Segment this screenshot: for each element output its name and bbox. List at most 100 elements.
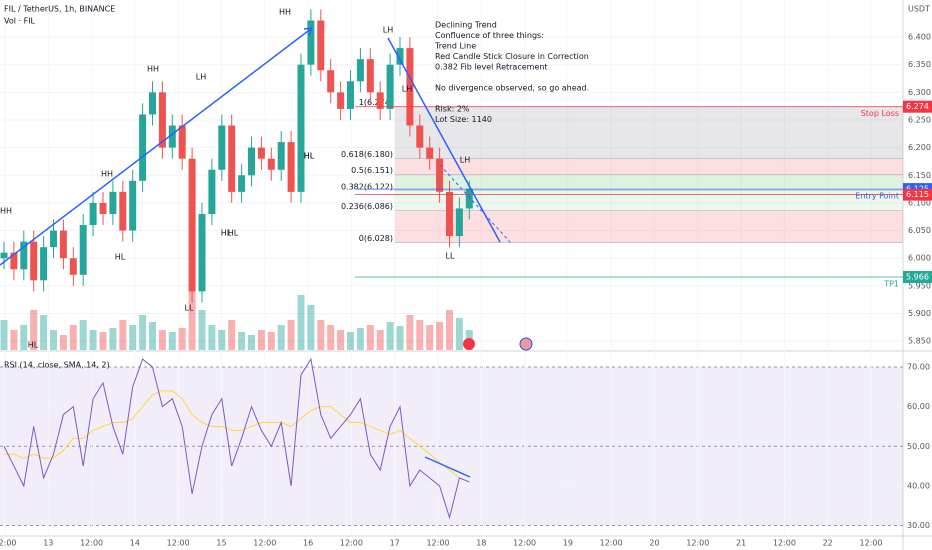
event-icon[interactable] [519,337,533,351]
candle-body [129,180,137,231]
rsi-tick-label: 40.00 [907,481,930,490]
note-line: No divergence observed, so go ahead. [435,84,589,93]
x-tick-label: 12:00 [773,539,796,548]
y-tick-label: 6.100 [908,198,931,207]
price-tag-label: 6.274 [906,102,929,111]
fib-label: 0.236(6.086) [341,202,393,211]
rsi-line [3,357,470,520]
y-tick-label: 6.300 [908,88,931,97]
level-name: Entry Point [855,192,899,201]
pattern-label: HL [221,229,232,238]
pattern-label: LH [402,85,412,94]
pattern-label: LH [383,26,393,35]
level-name: TP1 [883,280,899,289]
y-tick-label: 6.400 [908,33,931,42]
volume-bar [307,305,315,350]
volume-bar [396,326,404,350]
candle-body [228,125,236,192]
candle-body [218,125,226,170]
candle-body [327,70,335,93]
volume-bar [109,328,117,350]
candle-body [248,147,255,176]
x-tick-label: 12:00 [253,539,276,548]
fib-zone [395,106,903,159]
candle-body [20,241,28,270]
candle-body [277,142,285,170]
volume-bar [337,330,345,350]
price-tag-label: 5.966 [906,273,929,282]
note-line: Confluence of three things: [435,31,544,40]
volume-bar [436,322,444,350]
candle-body [347,81,354,109]
volume-bar [327,325,335,350]
price-tag [903,271,932,284]
candle-body [376,92,384,109]
candle-body [79,225,87,275]
candle-body [455,208,463,237]
candle-body [287,142,295,192]
pattern-label: HH [279,8,291,17]
x-tick-label: 19 [563,539,573,548]
candle-body [0,252,8,259]
y-tick-label: 6.000 [908,254,931,263]
x-tick-label: 12:00 [340,539,363,548]
pattern-label: HL [304,152,315,161]
volume-bar [69,325,77,350]
fib-zone [395,174,903,191]
fib-zone [395,158,903,175]
volume-bar [347,332,354,350]
pattern-label: HL [28,341,39,350]
note-line: Lot Size: 1140 [435,115,492,124]
candle-body [158,92,166,148]
volume-bar [366,325,374,350]
currency: USDT [908,5,930,14]
volume-bar [10,330,18,350]
volume-bar [158,330,166,350]
candle-body [208,169,216,214]
pattern-label: LH [196,73,206,82]
fib-label: 0(6.028) [359,234,393,243]
volume-bar [50,330,57,350]
level-name: Stop Loss [861,109,899,118]
x-tick-label: 14 [130,539,140,548]
price-tag-label: 6.115 [906,190,929,199]
trend-line-up [0,27,313,266]
volume-bar [317,320,325,350]
fib-label: 0.618(6.180) [341,150,393,159]
price-tag [903,100,932,113]
candle-body [406,48,414,126]
note-line: Trend Line [434,42,476,51]
note-line: Risk: 2% [435,105,470,114]
volume-bar [188,290,196,350]
candle-body [317,20,325,71]
volume-bar [297,295,305,350]
candle-body [416,125,424,148]
chart-title: FIL / TetherUS, 1h, BINANCE [4,5,115,14]
x-tick-label: 15 [216,539,226,548]
candle-body [426,147,434,159]
volume-bar [20,325,28,350]
volume-bar [89,330,97,350]
volume-bar [356,328,364,350]
volume-label: Vol · FIL [4,17,36,26]
x-tick-label: 22 [823,539,833,548]
volume-bar [287,320,295,350]
event-icon[interactable] [463,338,475,350]
price-tag [903,188,932,201]
candle-body [69,258,77,275]
x-tick-label: 16 [303,539,313,548]
volume-bar [208,325,216,350]
candle-body [30,241,38,281]
x-tick-label: 18 [476,539,486,548]
rsi-tick-label: 60.00 [907,402,930,411]
note-line: Red Candle Stick Closure in Correction [435,52,589,61]
note-line: 0.382 Fib level Retracement [435,63,548,72]
volume-bar [119,320,127,350]
fib-zone [395,210,903,243]
candle-body [396,48,404,65]
candle-body [366,59,374,93]
y-tick-label: 6.350 [908,60,931,69]
candle-body [297,64,305,192]
volume-bar [0,320,8,350]
pattern-label: LH [460,156,470,165]
